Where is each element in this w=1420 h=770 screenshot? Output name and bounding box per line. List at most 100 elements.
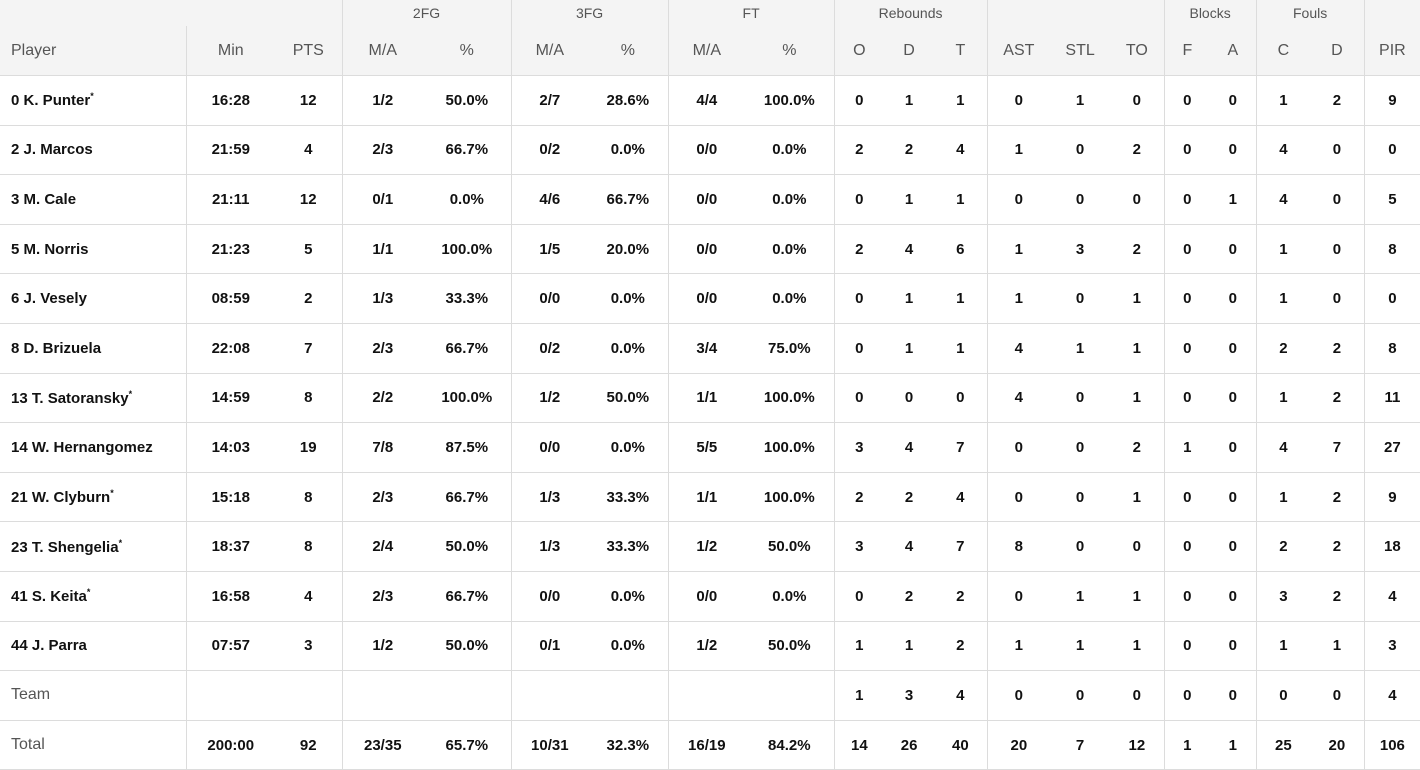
player-name[interactable]: J. Parra <box>31 637 87 655</box>
starter-mark: * <box>90 91 94 102</box>
stat-cell-: 84.2% <box>745 720 835 770</box>
stat-cell-: 0.0% <box>588 621 669 672</box>
stat-cell-ma: 1/3 <box>511 472 589 523</box>
player-number: 2 <box>11 141 20 159</box>
stat-cell-f: 0 <box>1164 571 1211 622</box>
summary-row: Total 200:00 92 23/35 65.7% 10/31 32.3% 16/19 84… <box>0 720 1420 770</box>
stat-cell-a: 0 <box>1210 373 1257 424</box>
player-name[interactable]: W. Clyburn <box>31 489 111 507</box>
player-name[interactable]: M. Cale <box>23 190 77 208</box>
stat-cell-ma: 2/3 <box>342 472 424 523</box>
player-cell[interactable]: 2 J. Marcos <box>0 125 187 176</box>
column-header[interactable]: C <box>1256 26 1311 76</box>
starter-mark: * <box>110 488 114 499</box>
player-name[interactable]: S. Keita <box>31 588 87 606</box>
stat-cell-to: 1 <box>1110 273 1165 324</box>
stat-cell-pts: 12 <box>275 174 343 225</box>
stat-cell-to: 0 <box>1110 521 1165 572</box>
stat-cell-t: 7 <box>934 422 988 473</box>
player-name[interactable]: J. Marcos <box>23 141 93 159</box>
stat-cell-o: 1 <box>834 670 885 721</box>
stat-cell-ma: 0/0 <box>511 422 589 473</box>
player-number: 44 <box>11 637 28 655</box>
column-header[interactable]: STL <box>1050 26 1111 76</box>
column-header[interactable]: % <box>423 26 512 76</box>
stat-cell-pts: 92 <box>275 720 343 770</box>
stat-cell- <box>745 670 835 721</box>
player-cell[interactable]: 5 M. Norris <box>0 224 187 275</box>
stat-cell-ast: 1 <box>987 125 1051 176</box>
player-name[interactable]: J. Vesely <box>23 290 87 308</box>
column-header[interactable]: PTS <box>275 26 343 76</box>
player-cell[interactable]: 21 W. Clyburn* <box>0 472 187 523</box>
stat-cell-stl: 0 <box>1050 670 1111 721</box>
column-header[interactable]: AST <box>987 26 1051 76</box>
column-header[interactable]: D <box>1310 26 1365 76</box>
column-header[interactable]: M/A <box>511 26 589 76</box>
stat-cell-ma: 0/0 <box>668 174 746 225</box>
stat-cell-min: 07:57 <box>186 621 275 672</box>
stat-cell-t: 1 <box>934 273 988 324</box>
column-header[interactable]: F <box>1164 26 1211 76</box>
stat-cell-min: 14:03 <box>186 422 275 473</box>
column-header[interactable]: Player <box>0 26 187 76</box>
stat-cell-to: 2 <box>1110 125 1165 176</box>
stat-cell-pts: 19 <box>275 422 343 473</box>
stat-cell-pts: 8 <box>275 373 343 424</box>
column-header[interactable]: O <box>834 26 885 76</box>
stat-cell-ast: 1 <box>987 273 1051 324</box>
stat-cell-: 0.0% <box>588 323 669 374</box>
player-name[interactable]: D. Brizuela <box>23 339 102 357</box>
column-group-header: FT <box>668 0 835 26</box>
stat-cell-stl: 0 <box>1050 472 1111 523</box>
column-header[interactable]: M/A <box>668 26 746 76</box>
stat-cell-min: 18:37 <box>186 521 275 572</box>
stat-cell-t: 40 <box>934 720 988 770</box>
stat-cell-f: 0 <box>1164 670 1211 721</box>
column-header[interactable]: % <box>745 26 835 76</box>
column-header[interactable]: T <box>934 26 988 76</box>
stat-cell-t: 0 <box>934 373 988 424</box>
column-header[interactable]: TO <box>1110 26 1165 76</box>
stat-cell-d: 2 <box>1310 472 1365 523</box>
player-name[interactable]: T. Satoransky <box>31 389 129 407</box>
stat-cell-a: 1 <box>1210 720 1257 770</box>
column-header[interactable]: % <box>588 26 669 76</box>
player-cell[interactable]: 8 D. Brizuela <box>0 323 187 374</box>
column-header[interactable]: A <box>1210 26 1257 76</box>
player-cell[interactable]: 44 J. Parra <box>0 621 187 672</box>
player-cell[interactable]: 0 K. Punter* <box>0 75 187 126</box>
column-group-row: 2FG 3FG FT Rebounds Blocks Fouls <box>0 0 1420 26</box>
stat-cell-pts: 3 <box>275 621 343 672</box>
player-name[interactable]: T. Shengelia <box>31 538 119 556</box>
player-cell[interactable]: 14 W. Hernangomez <box>0 422 187 473</box>
player-cell[interactable]: 3 M. Cale <box>0 174 187 225</box>
column-group-header: Fouls <box>1256 0 1365 26</box>
stat-cell-c: 4 <box>1256 125 1311 176</box>
player-cell[interactable]: 13 T. Satoransky* <box>0 373 187 424</box>
stat-cell-pir: 0 <box>1364 273 1420 324</box>
player-cell[interactable]: 23 T. Shengelia* <box>0 521 187 572</box>
stat-cell-c: 3 <box>1256 571 1311 622</box>
table-header: 2FG 3FG FT Rebounds Blocks Fouls Player Min PTS… <box>0 0 1420 76</box>
column-header[interactable]: Min <box>186 26 275 76</box>
stat-cell-c: 1 <box>1256 621 1311 672</box>
player-cell[interactable]: 41 S. Keita* <box>0 571 187 622</box>
column-header[interactable]: PIR <box>1364 26 1420 76</box>
stat-cell-t: 2 <box>934 621 988 672</box>
player-name[interactable]: M. Norris <box>23 240 89 258</box>
column-header[interactable]: M/A <box>342 26 424 76</box>
stat-cell-: 0.0% <box>745 273 835 324</box>
stat-cell-d: 7 <box>1310 422 1365 473</box>
column-header[interactable]: D <box>884 26 935 76</box>
stat-cell-ast: 0 <box>987 670 1051 721</box>
stat-cell-pts: 4 <box>275 571 343 622</box>
player-cell[interactable]: 6 J. Vesely <box>0 273 187 324</box>
player-name[interactable]: W. Hernangomez <box>31 438 153 456</box>
stat-cell-ast: 0 <box>987 472 1051 523</box>
stat-cell-stl: 1 <box>1050 323 1111 374</box>
stat-cell-o: 0 <box>834 571 885 622</box>
stat-cell-ma: 2/3 <box>342 323 424 374</box>
player-name[interactable]: K. Punter <box>23 92 91 110</box>
stat-cell-a: 0 <box>1210 472 1257 523</box>
